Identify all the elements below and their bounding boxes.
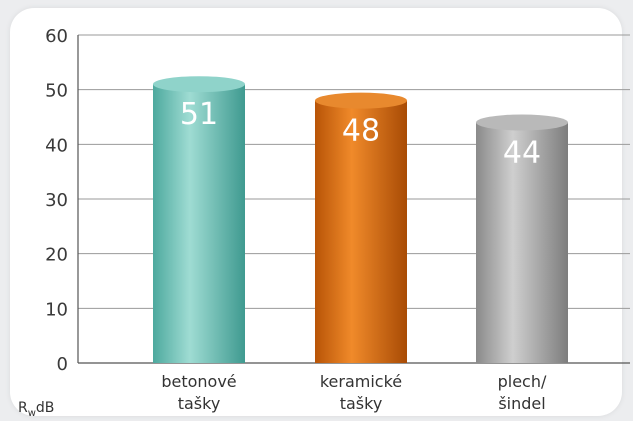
bar <box>476 122 568 363</box>
y-tick-label: 30 <box>45 190 68 211</box>
y-axis: 0 10 20 30 40 50 60 <box>45 26 79 375</box>
x-category-label: tašky <box>178 394 221 413</box>
y-tick-label: 20 <box>45 245 68 266</box>
x-category-label: plech/ <box>498 372 547 391</box>
y-tick-label: 10 <box>45 299 68 320</box>
y-tick-label: 0 <box>57 354 68 375</box>
bar-cap <box>153 76 245 93</box>
x-axis-labels: betonové tašky keramické tašky plech/šindel <box>161 372 547 413</box>
bar <box>153 84 245 363</box>
data-label: 44 <box>503 135 541 170</box>
bar-cap <box>315 92 407 109</box>
x-category-label: keramické <box>320 372 402 391</box>
x-category-label: tašky <box>340 394 383 413</box>
bar <box>315 100 407 363</box>
y-tick-label: 60 <box>45 26 68 47</box>
bar-cap <box>476 114 568 131</box>
x-category-label: šindel <box>498 394 545 413</box>
y-axis-unit-label: RwdB <box>18 400 54 419</box>
bars: 51 48 44 <box>153 76 568 363</box>
data-label: 48 <box>342 114 380 149</box>
data-label: 51 <box>180 97 218 132</box>
x-category-label: betonové <box>161 372 236 391</box>
y-tick-label: 50 <box>45 81 68 102</box>
y-tick-label: 40 <box>45 135 68 156</box>
